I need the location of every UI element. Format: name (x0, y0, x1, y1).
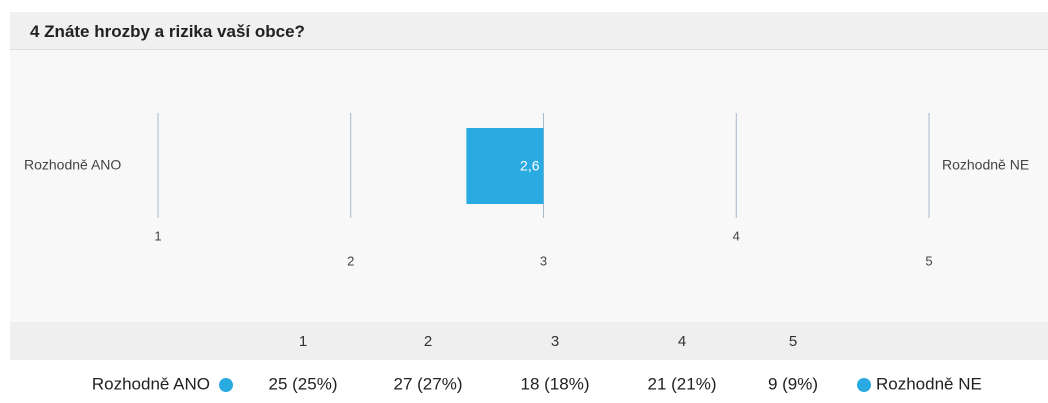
legend-dot (219, 378, 233, 392)
table-header (10, 322, 1048, 360)
row-left-label: Rozhodně ANO (92, 374, 210, 393)
count-cell: 18 (18%) (521, 374, 590, 393)
count-cell: 27 (27%) (394, 374, 463, 393)
chart-area (10, 50, 1048, 360)
x-tick-label: 3 (540, 253, 547, 268)
mean-bar (466, 128, 544, 204)
x-tick-label: 1 (154, 228, 161, 243)
count-cell: 25 (25%) (269, 374, 338, 393)
title-bar: 4 Znáte hrozby a rizika vaší obce? (10, 12, 1048, 50)
count-cell: 21 (21%) (648, 374, 717, 393)
column-header: 5 (789, 333, 797, 350)
column-header: 3 (551, 333, 559, 350)
x-tick-label: 4 (733, 228, 740, 243)
x-tick-label: 2 (347, 253, 354, 268)
count-cell: 9 (9%) (768, 374, 818, 393)
column-header: 2 (424, 333, 432, 350)
mean-label: 2,6 (520, 158, 540, 174)
column-header: 4 (678, 333, 686, 350)
column-header: 1 (299, 333, 307, 350)
x-tick-label: 5 (925, 253, 932, 268)
row-right-label: Rozhodně NE (876, 374, 982, 393)
legend-dot (857, 378, 871, 392)
left-label: Rozhodně ANO (24, 157, 121, 173)
question-title: 4 Znáte hrozby a rizika vaší obce? (30, 22, 305, 41)
right-label: Rozhodně NE (942, 157, 1029, 173)
